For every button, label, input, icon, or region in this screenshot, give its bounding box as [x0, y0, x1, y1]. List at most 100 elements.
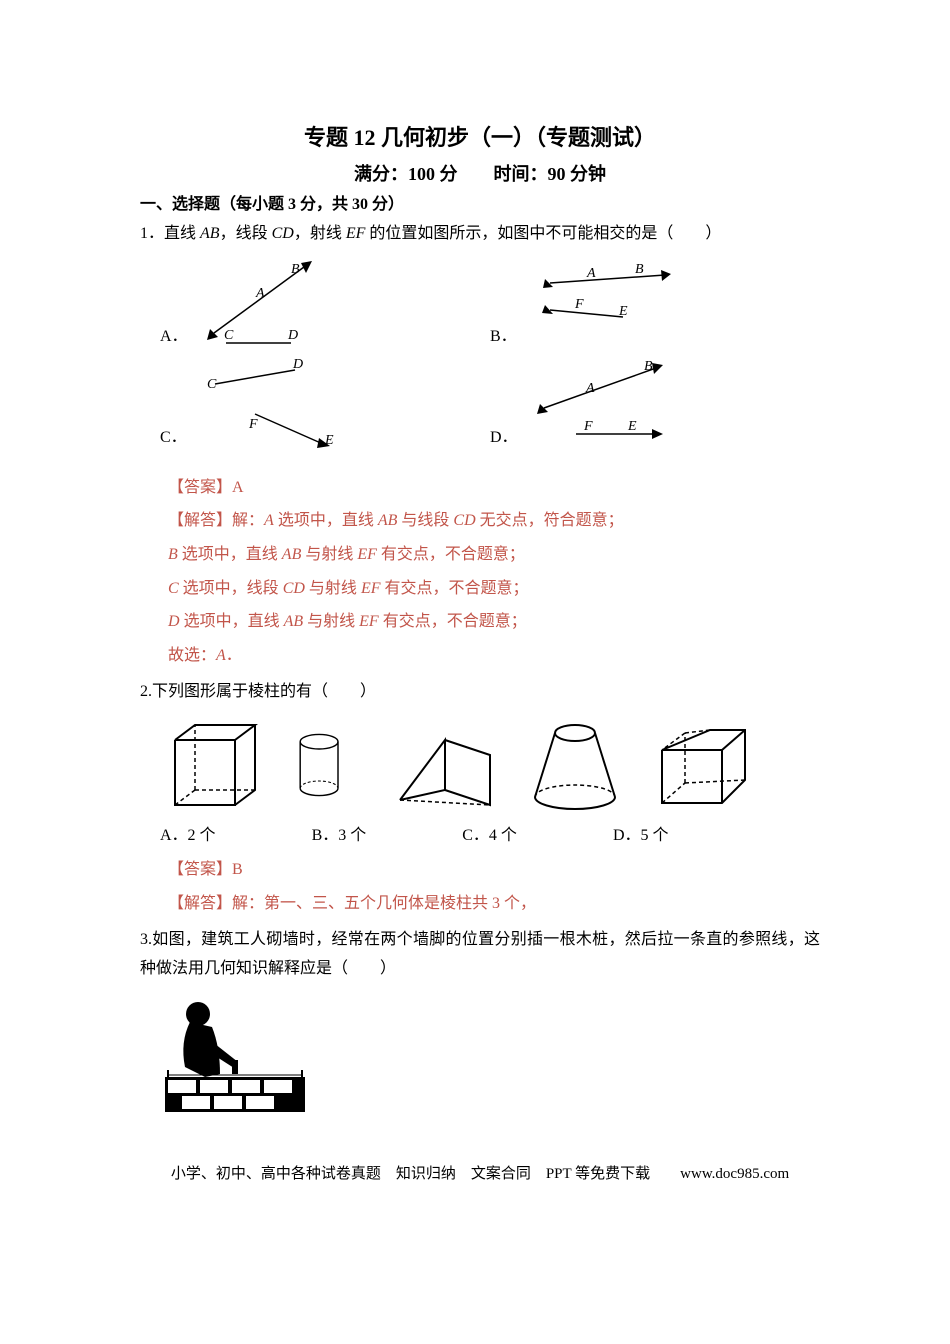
- t: 与射线: [305, 580, 361, 597]
- svg-text:F: F: [574, 297, 584, 312]
- q2-text: 下列图形属于棱柱的有（ ）: [152, 683, 376, 700]
- page-title: 专题 12 几何初步（一）（专题测试）: [140, 120, 820, 152]
- t: ．: [226, 647, 242, 664]
- q2-explain: 解：第一、三、五个几何体是棱柱共 3 个，: [232, 895, 536, 912]
- svg-text:E: E: [618, 304, 628, 319]
- q1-diagram-d: A B F E: [526, 356, 686, 451]
- t: A: [216, 647, 226, 664]
- svg-text:C: C: [224, 328, 234, 343]
- svg-text:D: D: [287, 328, 298, 343]
- t: EF: [357, 546, 377, 563]
- full-score-label: 满分：: [354, 164, 408, 184]
- q2-options: A．2 个 B．3 个 C．4 个 D．5 个: [160, 821, 820, 845]
- t: 有交点，不合题意；: [380, 580, 528, 597]
- svg-text:E: E: [324, 433, 334, 448]
- t: EF: [359, 613, 379, 630]
- time-label: 时间：: [494, 164, 548, 184]
- t: AB: [378, 512, 398, 529]
- subtitle: 满分：100 分 时间：90 分钟: [140, 160, 820, 186]
- q1-diagram-a: A B C D: [196, 255, 356, 350]
- t: 选项中，线段: [179, 580, 283, 597]
- explain-label: 【解答】: [168, 512, 232, 529]
- section-heading: 一、选择题（每小题 3 分，共 30 分）: [140, 190, 820, 214]
- t: 有交点，不合题意；: [377, 546, 525, 563]
- t: B: [168, 546, 178, 563]
- svg-text:C: C: [207, 377, 217, 392]
- q2-opt-c: C．4 个: [462, 821, 517, 845]
- t: 选项中，直线: [274, 512, 378, 529]
- q2-opt-b: B．3 个: [312, 821, 367, 845]
- t: A: [264, 512, 274, 529]
- t: EF: [361, 580, 381, 597]
- t: 与射线: [301, 546, 357, 563]
- q3-stem: 3.如图，建筑工人砌墙时，经常在两个墙脚的位置分别插一根木桩，然后拉一条直的参照…: [140, 926, 820, 984]
- q2-answer: B: [232, 861, 243, 878]
- shape-frustum: [520, 715, 630, 815]
- q2-answer-block: 【答案】B 【解答】解：第一、三、五个几何体是棱柱共 3 个，: [168, 853, 820, 920]
- t: 的位置如图所示，如图中不可能相交的是（ ）: [365, 225, 721, 242]
- shape-triangular-prism: [390, 715, 500, 815]
- t: 选项中，直线: [178, 546, 282, 563]
- opt-b-label: B．: [490, 322, 517, 350]
- shape-cylinder: [290, 715, 370, 815]
- t: C: [168, 580, 179, 597]
- q1-option-a: A． A B C D: [160, 255, 490, 350]
- score-unit: 分: [435, 164, 458, 184]
- svg-text:D: D: [292, 357, 303, 372]
- q2-opt-d: D．5 个: [613, 821, 669, 845]
- shape-prism-cut: [650, 715, 760, 815]
- opt-c-label: C．: [160, 423, 187, 451]
- q1-number: 1．: [140, 225, 164, 242]
- q3-number: 3.: [140, 931, 152, 948]
- q2-stem: 2.下列图形属于棱柱的有（ ）: [140, 678, 820, 707]
- svg-text:B: B: [635, 262, 644, 277]
- page-footer: 小学、初中、高中各种试卷真题 知识归纳 文案合同 PPT 等免费下载 www.d…: [140, 1162, 820, 1183]
- q1-answer: A: [232, 479, 244, 496]
- t: CD: [283, 580, 305, 597]
- q1-diagram-b: A B F E: [525, 255, 685, 350]
- q1-answer-block: 【答案】A 【解答】解：A 选项中，直线 AB 与线段 CD 无交点，符合题意；…: [168, 471, 820, 673]
- q1-option-c: C． C D F E: [160, 356, 490, 451]
- svg-text:B: B: [644, 359, 653, 374]
- q1-diagram-c: C D F E: [195, 356, 355, 451]
- q2-opt-a: A．2 个: [160, 821, 216, 845]
- var-cd: CD: [272, 225, 294, 242]
- t: 直线: [164, 225, 200, 242]
- t: 与线段: [397, 512, 453, 529]
- svg-text:B: B: [291, 262, 300, 277]
- q2-shapes-row: [160, 715, 820, 815]
- svg-text:A: A: [586, 266, 596, 281]
- t: CD: [453, 512, 475, 529]
- answer-label: 【答案】: [168, 861, 232, 878]
- time-value: 90: [548, 164, 566, 184]
- opt-d-label: D．: [490, 423, 518, 451]
- t: AB: [284, 613, 304, 630]
- shape-cuboid: [160, 715, 270, 815]
- svg-text:F: F: [583, 419, 593, 434]
- q2-number: 2.: [140, 683, 152, 700]
- q3-text: 如图，建筑工人砌墙时，经常在两个墙脚的位置分别插一根木桩，然后拉一条直的参照线，…: [140, 931, 820, 977]
- explain-label: 【解答】: [168, 895, 232, 912]
- t: ，射线: [294, 225, 346, 242]
- svg-text:A: A: [585, 381, 595, 396]
- q1-options: A． A B C D B． A B F: [160, 255, 820, 457]
- q3-worker-image: [160, 992, 310, 1122]
- time-unit: 分钟: [566, 164, 607, 184]
- t: ，线段: [220, 225, 272, 242]
- q1-stem: 1．直线 AB，线段 CD，射线 EF 的位置如图所示，如图中不可能相交的是（ …: [140, 220, 820, 249]
- var-ab: AB: [200, 225, 220, 242]
- answer-label: 【答案】: [168, 479, 232, 496]
- t: 与射线: [303, 613, 359, 630]
- svg-text:A: A: [255, 286, 265, 301]
- t: 选项中，直线: [180, 613, 284, 630]
- explain-head: 解：: [232, 512, 264, 529]
- t: 故选：: [168, 647, 216, 664]
- svg-text:F: F: [248, 417, 258, 432]
- var-ef: EF: [346, 225, 366, 242]
- t: D: [168, 613, 180, 630]
- t: 有交点，不合题意；: [379, 613, 527, 630]
- t: 无交点，符合题意；: [476, 512, 624, 529]
- spacing: [458, 164, 494, 184]
- opt-a-label: A．: [160, 322, 188, 350]
- svg-text:E: E: [627, 419, 637, 434]
